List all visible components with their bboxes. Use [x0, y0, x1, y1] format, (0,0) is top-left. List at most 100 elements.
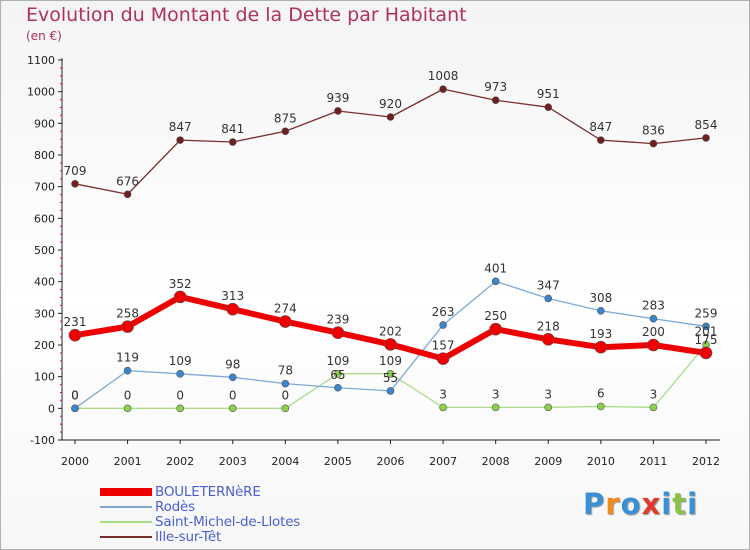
- x-tick-label: 2005: [324, 455, 352, 468]
- data-label: 55: [383, 371, 398, 385]
- data-label: 218: [537, 319, 560, 333]
- data-label: 119: [116, 351, 139, 365]
- logo-letter: x: [641, 487, 662, 521]
- data-label: 98: [225, 357, 240, 371]
- x-tick-label: 2008: [482, 455, 510, 468]
- data-label: 0: [124, 388, 132, 402]
- legend-item: Ille-sur-Têt: [100, 529, 300, 545]
- data-point: [176, 136, 184, 144]
- logo-letter: i: [687, 487, 699, 521]
- y-tick-label: 200: [34, 339, 55, 352]
- data-label: 0: [282, 388, 290, 402]
- data-label: 202: [379, 324, 402, 338]
- data-label: 0: [229, 388, 237, 402]
- data-point: [176, 404, 184, 413]
- data-point: [649, 403, 658, 412]
- legend-label: Saint-Michel-de-Llotes: [155, 513, 301, 530]
- data-label: 347: [537, 278, 560, 292]
- data-label: 3: [544, 387, 552, 401]
- y-tick-label: 1100: [27, 54, 55, 67]
- legend-label: BOULETERNèRE: [155, 483, 261, 500]
- data-label: 201: [695, 325, 718, 339]
- data-label: 200: [642, 325, 665, 339]
- data-point: [436, 352, 450, 365]
- data-point: [228, 373, 237, 382]
- data-point: [544, 103, 553, 111]
- data-label: 109: [379, 354, 402, 368]
- data-point: [489, 322, 502, 336]
- data-point: [597, 402, 605, 411]
- data-label: 78: [278, 364, 293, 378]
- logo-letter: r: [605, 487, 621, 521]
- data-point: [702, 134, 710, 142]
- data-label: 239: [326, 313, 349, 327]
- data-label: 157: [432, 339, 455, 353]
- data-label: 3: [492, 387, 500, 401]
- data-label: 109: [326, 354, 349, 368]
- data-label: 836: [642, 124, 665, 138]
- data-point: [544, 403, 553, 412]
- data-point: [334, 107, 342, 115]
- data-label: 939: [326, 91, 349, 105]
- legend-item: Rodès: [100, 499, 300, 515]
- data-label: 676: [116, 174, 139, 188]
- data-point: [226, 302, 240, 316]
- logo-letter: i: [661, 487, 673, 521]
- data-label: 847: [169, 120, 192, 134]
- data-label: 920: [379, 97, 402, 111]
- data-point: [439, 85, 447, 93]
- data-point: [439, 321, 447, 329]
- legend-swatch: [100, 535, 152, 538]
- data-label: 401: [484, 261, 507, 275]
- data-point: [649, 139, 658, 148]
- data-label: 193: [589, 327, 612, 341]
- data-label: 3: [439, 387, 447, 401]
- x-tick-label: 2001: [114, 455, 142, 468]
- data-point: [597, 306, 605, 315]
- x-tick-label: 2011: [639, 455, 667, 468]
- data-label: 0: [71, 388, 79, 402]
- x-tick-label: 2003: [219, 455, 247, 468]
- data-label: 0: [71, 388, 79, 402]
- chart-subtitle: (en €): [26, 29, 62, 43]
- logo-letter: P: [583, 487, 606, 521]
- data-point: [331, 326, 345, 339]
- data-point: [491, 403, 500, 412]
- legend-swatch: [100, 520, 152, 523]
- data-label: 1008: [428, 69, 459, 83]
- data-point: [228, 138, 237, 146]
- legend-swatch: [100, 505, 152, 508]
- data-point: [281, 127, 290, 136]
- data-label: 109: [169, 354, 192, 368]
- x-tick-label: 2000: [61, 455, 89, 468]
- x-tick-label: 2002: [166, 455, 194, 468]
- y-tick-label: 0: [48, 402, 55, 415]
- data-point: [121, 320, 134, 333]
- data-point: [702, 322, 710, 331]
- data-point: [647, 338, 660, 352]
- data-point: [279, 315, 292, 328]
- data-label: 352: [169, 277, 192, 291]
- data-point: [491, 277, 500, 286]
- y-tick-label: 900: [34, 117, 55, 130]
- data-point: [541, 332, 555, 346]
- y-tick-label: 400: [34, 276, 55, 289]
- data-label: 854: [695, 118, 718, 132]
- data-point: [123, 404, 132, 413]
- data-label: 841: [221, 122, 244, 136]
- x-tick-label: 2006: [377, 455, 405, 468]
- y-tick-label: 700: [34, 181, 55, 194]
- data-point: [386, 387, 395, 395]
- data-label: 263: [432, 305, 455, 319]
- data-label: 875: [274, 111, 297, 125]
- data-point: [173, 290, 187, 304]
- data-point: [68, 328, 82, 342]
- data-point: [386, 370, 395, 378]
- y-tick-label: 600: [34, 212, 55, 225]
- data-point: [649, 314, 658, 323]
- data-label: 258: [116, 307, 139, 321]
- x-tick-label: 2007: [429, 455, 457, 468]
- data-label: 308: [589, 291, 612, 305]
